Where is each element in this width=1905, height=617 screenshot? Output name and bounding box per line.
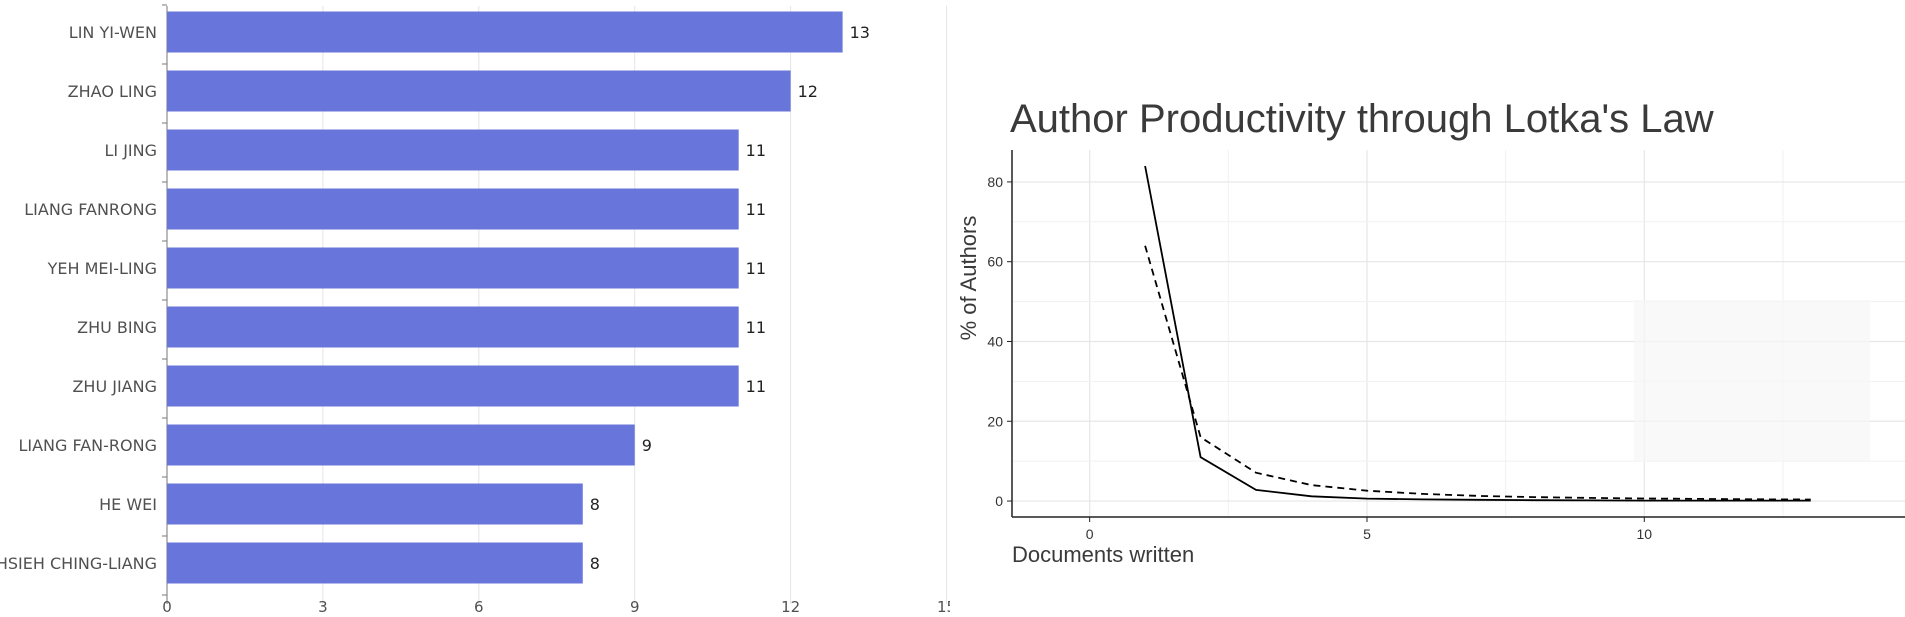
bar	[167, 11, 843, 53]
y-axis-title: % of Authors	[956, 216, 981, 341]
bar	[167, 483, 583, 525]
theoretical-lotka-line	[1144, 245, 1811, 501]
bar-value-label: 13	[850, 23, 870, 42]
x-tick-label: 0	[1086, 526, 1094, 542]
y-tick-label: 80	[987, 174, 1003, 190]
bar	[167, 129, 739, 171]
x-tick-label: 6	[474, 598, 484, 616]
category-label: YEH MEI-LING	[47, 259, 157, 278]
lotka-ticks: 0 20 40 60 80 0 5 10	[987, 174, 1652, 542]
bar-value-label: 11	[746, 259, 766, 278]
category-label: LI JING	[104, 141, 157, 160]
lotka-law-line-chart: Author Productivity through Lotka's Law …	[956, 97, 1905, 567]
author-documents-bar-chart: LIN YI-WEN 13 ZHAO LING 12 LI JING 11 LIANG FA…	[0, 4, 950, 616]
bar-value-label: 11	[746, 141, 766, 160]
x-tick-label: 0	[162, 598, 172, 616]
x-tick-label: 9	[630, 598, 640, 616]
bar-value-label: 11	[746, 318, 766, 337]
category-label: ZHU BING	[77, 318, 157, 337]
x-tick-label: 5	[1363, 526, 1371, 542]
bar-value-label: 11	[746, 377, 766, 396]
bar	[167, 247, 739, 289]
bar-axis	[162, 4, 168, 604]
x-tick-label: 12	[781, 598, 800, 616]
legend-ghost-area	[1634, 300, 1870, 462]
lotka-axes	[1011, 150, 1905, 518]
category-label: HE WEI	[99, 495, 157, 514]
bar	[167, 542, 583, 584]
observed-authors-line	[1144, 165, 1811, 502]
category-label: HSIEH CHING-LIANG	[0, 554, 157, 573]
bar	[167, 306, 739, 348]
y-tick-label: 0	[995, 493, 1003, 509]
category-label: LIN YI-WEN	[69, 23, 157, 42]
category-label: LIANG FAN-RONG	[18, 436, 157, 455]
y-tick-label: 40	[987, 333, 1003, 349]
bar-marks: LIN YI-WEN 13 ZHAO LING 12 LI JING 11 LIANG FA…	[0, 11, 870, 584]
bar-x-ticks: 0 3 6 9 12 15	[162, 598, 950, 616]
bar	[167, 424, 635, 466]
chart-title: Author Productivity through Lotka's Law	[1010, 97, 1714, 141]
bar-value-label: 8	[590, 495, 600, 514]
bar-value-label: 12	[798, 82, 818, 101]
lotka-lines	[1144, 165, 1811, 502]
bar-value-label: 9	[642, 436, 652, 455]
bar	[167, 188, 739, 230]
x-tick-label: 10	[1637, 526, 1653, 542]
bar-value-label: 11	[746, 200, 766, 219]
category-label: LIANG FANRONG	[24, 200, 157, 219]
x-tick-label: 15	[937, 598, 950, 616]
category-label: ZHU JIANG	[72, 377, 157, 396]
x-axis-title: Documents written	[1012, 542, 1194, 567]
category-label: ZHAO LING	[68, 82, 157, 101]
bar	[167, 70, 791, 112]
bar	[167, 365, 739, 407]
bar-value-label: 8	[590, 554, 600, 573]
y-tick-label: 20	[987, 413, 1003, 429]
x-tick-label: 3	[318, 598, 328, 616]
y-tick-label: 60	[987, 254, 1003, 270]
